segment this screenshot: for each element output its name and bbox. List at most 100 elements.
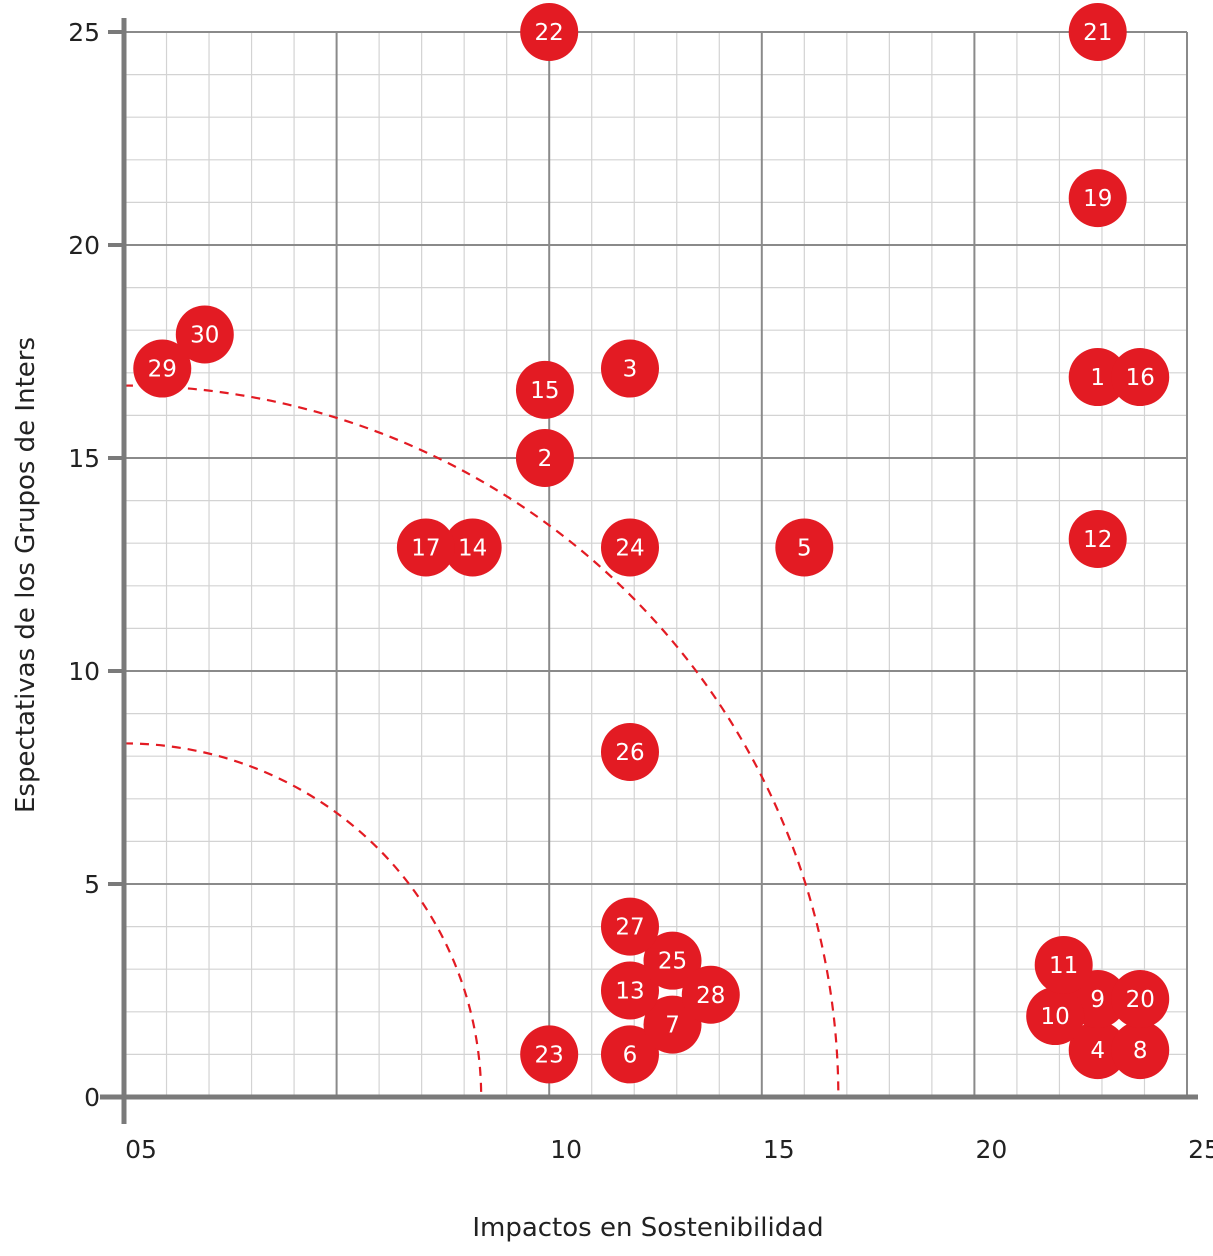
data-point-label: 16 [1126,365,1155,391]
data-point-23: 23 [520,1025,579,1084]
data-point-marker [515,429,574,487]
x-tick-label: 15 [763,1135,795,1164]
data-point-marker [133,339,192,398]
data-point-4: 4 [1068,1021,1127,1080]
data-point-label: 14 [458,535,487,561]
data-point-label: 29 [148,357,177,383]
y-tick-label: 25 [68,18,100,47]
threshold-curve-1 [123,742,483,1098]
data-point-marker [520,1025,579,1084]
data-point-marker [1068,1021,1127,1080]
y-tick-label: 5 [84,870,100,899]
data-point-label: 6 [623,1042,638,1068]
data-point-marker [1068,169,1127,228]
data-point-marker [600,961,659,1020]
data-point-marker [443,518,502,577]
data-point-label: 12 [1083,527,1112,553]
data-point-27: 27 [600,897,659,956]
data-point-label: 10 [1041,1004,1070,1030]
data-point-19: 19 [1068,169,1127,228]
y-tick-labels: 0 5 10 15 20 25 [68,18,100,1112]
y-tick-label: 0 [84,1083,100,1112]
data-point-label: 27 [615,915,644,941]
data-point-12: 12 [1068,509,1127,568]
data-point-22: 22 [520,3,579,61]
data-point-29: 29 [133,339,192,398]
data-point-label: 28 [696,983,725,1009]
data-point-5: 5 [775,518,834,577]
data-point-30: 30 [175,305,234,364]
data-point-marker [515,360,574,419]
data-point-label: 4 [1090,1038,1105,1064]
data-point-13: 13 [600,961,659,1020]
data-point-label: 2 [538,446,553,472]
data-point-marker [600,518,659,577]
data-point-17: 17 [396,518,455,577]
data-point-label: 7 [665,1013,680,1039]
x-tick-label: 05 [125,1135,157,1164]
y-tick-label: 10 [68,657,100,686]
data-point-label: 21 [1083,20,1112,46]
data-point-15: 15 [515,360,574,419]
data-point-1: 1 [1068,348,1127,407]
data-point-marker [1111,970,1170,1029]
data-point-20: 20 [1111,970,1170,1029]
x-axis-title: Impactos en Sostenibilidad [472,1213,823,1243]
data-point-6: 6 [600,1025,659,1084]
data-point-26: 26 [600,722,659,781]
data-point-21: 21 [1068,3,1127,61]
axes [100,18,1198,1124]
data-point-marker [643,931,702,990]
data-point-marker [175,305,234,364]
data-point-label: 8 [1133,1038,1148,1064]
data-point-marker [775,518,834,577]
data-point-marker [1068,509,1127,568]
data-point-marker [600,897,659,956]
data-point-25: 25 [643,931,702,990]
data-point-label: 26 [615,740,644,766]
data-point-label: 23 [535,1042,564,1068]
data-point-marker [396,518,455,577]
data-point-label: 3 [623,357,638,383]
data-point-label: 13 [615,979,644,1005]
y-axis-title: Espectativas de los Grupos de Inters [11,337,41,813]
y-tick-label: 20 [68,231,100,260]
data-point-14: 14 [443,518,502,577]
data-point-8: 8 [1111,1021,1170,1080]
major-grid [124,31,1188,1097]
data-point-label: 9 [1090,987,1105,1013]
data-point-marker [1068,3,1127,61]
data-point-label: 11 [1049,953,1078,979]
data-point-label: 22 [535,20,564,46]
data-point-marker [1111,1021,1170,1080]
x-tick-label: 10 [550,1135,582,1164]
x-tick-label: 20 [975,1135,1007,1164]
data-point-marker [1034,935,1093,994]
data-point-24: 24 [600,518,659,577]
data-point-label: 30 [190,322,219,348]
data-point-marker [520,3,579,61]
data-point-label: 25 [658,949,687,975]
data-point-label: 19 [1083,186,1112,212]
data-point-label: 15 [530,378,559,404]
data-point-3: 3 [600,339,659,398]
data-point-marker [600,722,659,781]
data-point-28: 28 [681,965,740,1024]
data-point-16: 16 [1111,348,1170,407]
x-tick-labels: 05 10 15 20 25 [125,1135,1213,1164]
threshold-curve-2 [123,384,840,1098]
data-point-11: 11 [1034,935,1093,994]
data-point-marker [1111,348,1170,407]
data-point-marker [1026,987,1085,1046]
data-point-10: 10 [1026,987,1085,1046]
x-tick-label: 25 [1188,1135,1213,1164]
y-tick-label: 15 [68,444,100,473]
data-point-label: 1 [1090,365,1105,391]
data-point-marker [600,1025,659,1084]
data-point-label: 24 [615,535,644,561]
data-point-label: 5 [797,535,812,561]
data-point-marker [1068,348,1127,407]
data-point-marker [600,339,659,398]
